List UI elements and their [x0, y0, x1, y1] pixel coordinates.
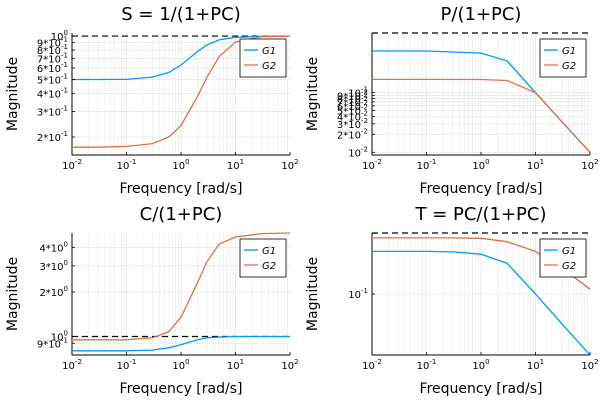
subplot-3: 10-2 10-1 100 101 1029*10-11002*1003*1004*10…: [5, 204, 299, 397]
x-tick-label: 100: [472, 158, 489, 172]
series-line-g1: [72, 35, 291, 81]
x-tick-label: 102: [281, 358, 298, 372]
y-tick-label: 5*10-1: [37, 73, 68, 87]
y-tick-label: 2*10-1: [37, 130, 68, 144]
x-tick-label: 10-2: [362, 158, 382, 172]
x-tick-label: 102: [281, 158, 298, 172]
x-axis-label: Frequency [rad/s]: [120, 181, 243, 197]
y-tick-label: 3*100: [39, 259, 68, 273]
chart-title: T = PC/(1+PC): [414, 204, 546, 225]
x-tick-label: 10-2: [62, 358, 82, 372]
subplot-1: 10-2 10-1 100 101 102 2*10-1 3*10-1 4*10-15*10-…: [5, 4, 299, 197]
x-tick-label: 10-1: [117, 158, 137, 172]
y-tick-label: 4*10-1: [37, 87, 68, 101]
x-tick-label: 10-2: [362, 358, 382, 372]
y-tick-label: 8*10-2: [337, 91, 368, 105]
y-tick-label: 100: [51, 329, 68, 343]
x-tick-label: 10-2: [62, 158, 82, 172]
x-tick-label: 101: [227, 158, 244, 172]
y-tick-label: 7*10-2: [337, 95, 368, 109]
y-tick-label: 10-2: [348, 145, 368, 159]
y-tick-label: 6*10-2: [337, 99, 368, 113]
chart-title: S = 1/(1+PC): [121, 4, 240, 25]
x-tick-label: 101: [227, 358, 244, 372]
legend-label-g1: G1: [562, 46, 576, 57]
y-tick-label: 9*10-1: [37, 36, 68, 50]
legend-label-g2: G2: [562, 61, 576, 72]
y-axis-label: Magnitude: [305, 257, 321, 331]
y-tick-label: 9*10-2: [337, 88, 368, 102]
y-tick-label: 7*10-1: [37, 51, 68, 65]
y-tick-label: 2*100: [39, 285, 68, 299]
subplot-4: 10-2 10-1 100 101 102 10-1 T = PC/(1+PC) Freque…: [305, 204, 599, 397]
x-axis-label: Frequency [rad/s]: [420, 181, 543, 197]
chart-title: C/(1+PC): [140, 204, 223, 225]
y-tick-label: 10-1: [348, 86, 368, 100]
x-tick-label: 100: [172, 358, 189, 372]
y-tick-label: 3*10-1: [37, 105, 68, 119]
x-tick-label: 100: [172, 158, 189, 172]
y-tick-label: 6*10-1: [37, 61, 68, 75]
y-tick-label: 9*10-1: [37, 336, 68, 350]
y-axis-label: Magnitude: [5, 57, 21, 131]
series-line-g2: [72, 232, 291, 341]
legend-label-g2: G2: [562, 261, 576, 272]
series-line-g1: [372, 250, 591, 356]
series-line-g2: [372, 78, 591, 153]
chart-title: P/(1+PC): [441, 4, 522, 25]
y-tick-label: 4*100: [39, 240, 68, 254]
x-axis-label: Frequency [rad/s]: [120, 381, 243, 397]
series-line-g1: [72, 335, 290, 352]
x-tick-label: 10-1: [117, 358, 137, 372]
x-axis-label: Frequency [rad/s]: [420, 381, 543, 397]
x-tick-label: 10-1: [417, 358, 437, 372]
y-axis-label: Magnitude: [5, 257, 21, 331]
x-tick-label: 100: [472, 358, 489, 372]
legend-box: [239, 38, 287, 78]
legend-label-g1: G1: [262, 246, 276, 257]
y-tick-label: 100: [51, 29, 68, 43]
y-tick-label: 3*10-2: [337, 117, 368, 131]
legend-label-g2: G2: [262, 261, 276, 272]
legend-box: [239, 238, 287, 278]
y-tick-label: 2*10-2: [337, 127, 368, 141]
y-tick-label: 8*10-1: [37, 43, 68, 57]
y-tick-label: 10-1: [348, 287, 368, 301]
y-axis-label: Magnitude: [305, 57, 321, 131]
legend-label-g1: G1: [262, 46, 276, 57]
x-tick-label: 102: [581, 158, 598, 172]
x-tick-label: 102: [581, 358, 598, 372]
legend-box: [539, 238, 587, 278]
legend-label-g2: G2: [262, 61, 276, 72]
y-tick-label: 5*10-2: [337, 104, 368, 118]
x-tick-label: 101: [527, 358, 544, 372]
x-tick-label: 10-1: [417, 158, 437, 172]
subplot-2: 10-2 10-1 100 101 102 10-2 2*10-23*10-24*10-25…: [305, 4, 599, 197]
x-tick-label: 101: [527, 158, 544, 172]
y-tick-label: 4*10-2: [337, 109, 368, 123]
legend-label-g1: G1: [562, 246, 576, 257]
legend-box: [539, 38, 587, 78]
